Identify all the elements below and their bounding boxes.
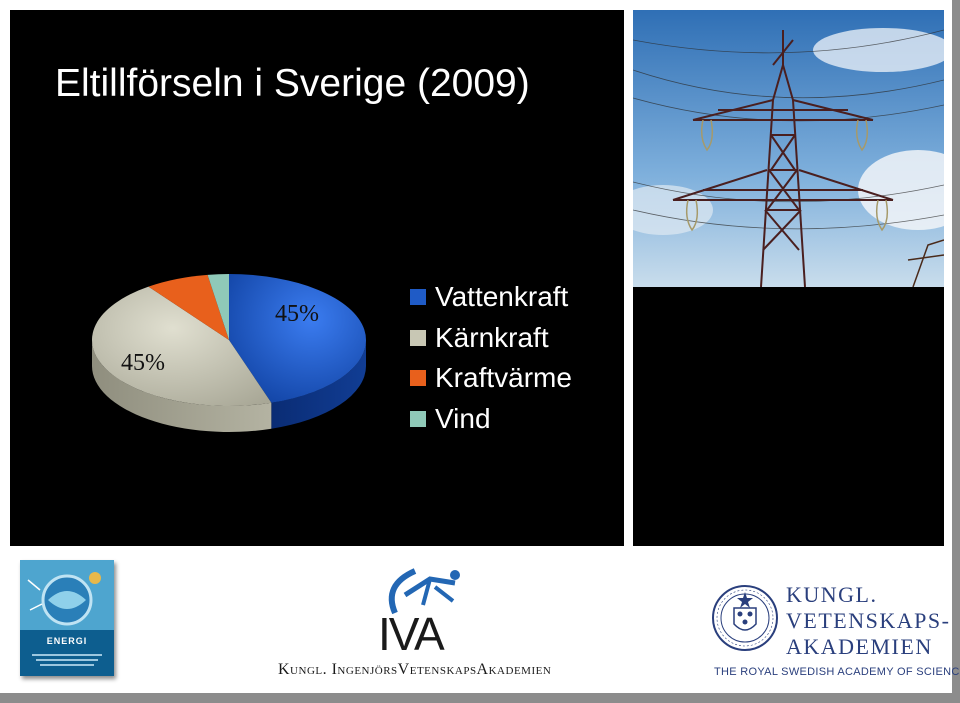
legend-label: Vind — [435, 402, 491, 434]
legend-item-kraftvarme: Kraftvärme — [410, 358, 572, 399]
booklet-label: ENERGI — [46, 636, 88, 646]
pie-slice-vattenkraft — [229, 274, 367, 403]
legend-item-vattenkraft: Vattenkraft — [410, 277, 572, 318]
pie-chart: 45% 45% — [91, 274, 367, 432]
iva-logo-text: IVA — [378, 608, 445, 660]
legend-swatch-vind — [410, 410, 426, 427]
pie-side-vattenkraft — [271, 340, 366, 429]
kva-name: KUNGL. VETENSKAPS- AKADEMIEN — [786, 582, 950, 660]
slide: Eltillförseln i Sverige (2009) — [10, 10, 624, 546]
pie-side-karnkraft — [92, 340, 272, 432]
data-label-karnkraft: 45% — [121, 350, 165, 376]
power-pylon-photo-icon — [633, 10, 944, 287]
kva-seal-logo-icon — [712, 585, 778, 651]
legend-label: Vattenkraft — [435, 281, 569, 313]
pie-slice-vind — [207, 274, 229, 340]
chart-legend: Vattenkraft Kärnkraft Kraftvärme Vind — [410, 277, 572, 439]
legend-item-karnkraft: Kärnkraft — [410, 318, 572, 359]
kva-name-line: KUNGL. — [786, 582, 878, 607]
data-label-vattenkraft: 45% — [275, 301, 319, 327]
legend-item-vind: Vind — [410, 399, 572, 440]
legend-swatch-karnkraft — [410, 329, 426, 346]
legend-label: Kärnkraft — [435, 321, 549, 353]
kva-name-line: VETENSKAPS- — [786, 608, 951, 633]
photo-panel — [633, 10, 944, 546]
legend-swatch-vattenkraft — [410, 289, 426, 306]
slide-title: Eltillförseln i Sverige (2009) — [55, 62, 530, 105]
legend-swatch-kraftvarme — [410, 370, 426, 387]
kva-name-line: AKADEMIEN — [786, 634, 933, 659]
legend-label: Kraftvärme — [435, 362, 572, 394]
iva-runner-logo-icon — [388, 568, 460, 615]
kva-caption: THE ROYAL SWEDISH ACADEMY OF SCIENCES — [714, 666, 960, 678]
pie-slice-kraftvarme — [148, 274, 229, 340]
pie-slice-karnkraft — [91, 286, 272, 407]
iva-caption: Kungl. IngenjörsVetenskapsAkademien — [278, 661, 552, 678]
energi-booklet-icon: ENERGI — [20, 560, 114, 676]
